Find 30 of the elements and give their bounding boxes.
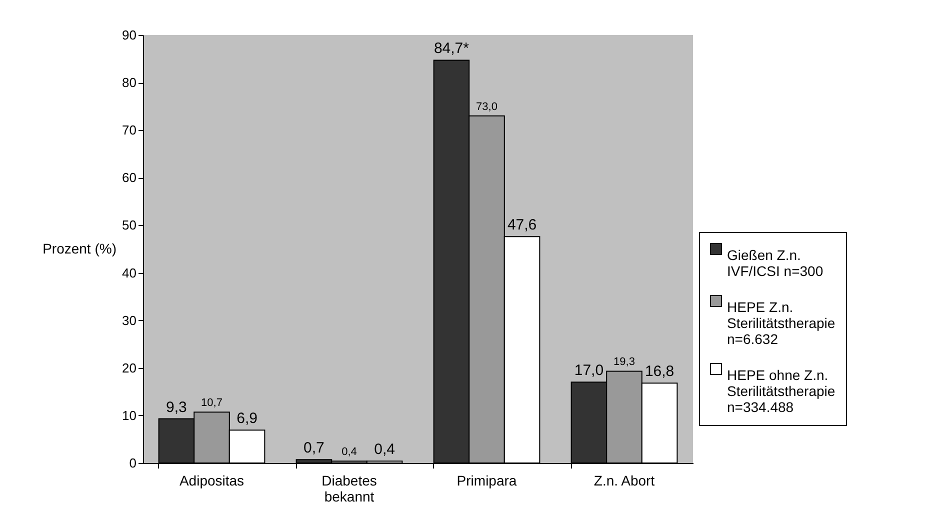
data-label: 9,3: [166, 398, 187, 416]
x-tick-label: Primipara: [456, 472, 517, 488]
x-tick-label: Diabetes bekannt: [322, 472, 377, 504]
legend-label: HEPE Z.n. Sterilitätstherapie n=6.632: [727, 299, 836, 347]
y-tick-label: 30: [122, 312, 136, 328]
y-tick-label: 70: [122, 122, 136, 138]
data-label: 47,6: [507, 216, 537, 234]
legend-label: Gießen Z.n. IVF/ICSI n=300: [727, 247, 824, 279]
y-tick-label: 40: [122, 265, 136, 280]
data-label: 84,7*: [434, 40, 470, 58]
y-tick-label: 0: [129, 456, 136, 470]
data-label: 17,0: [574, 362, 604, 380]
y-axis-title: Prozent (%): [42, 240, 116, 256]
data-label: 16,8: [644, 363, 674, 380]
data-label: 19,3: [614, 356, 635, 368]
y-tick-label: 80: [122, 75, 136, 90]
y-tick-label: 90: [122, 28, 136, 42]
x-tick-label: Adipositas: [179, 472, 244, 488]
data-label: 6,9: [236, 410, 258, 428]
data-label: 73,0: [476, 100, 498, 113]
legend-label: HEPE ohne Z.n. Sterilitätstherapie n=334.488: [727, 367, 836, 415]
data-label: 0,4: [374, 441, 395, 458]
data-label: 0,7: [304, 440, 324, 457]
y-tick-label: 50: [122, 218, 136, 233]
data-label: 10,7: [201, 397, 222, 410]
y-tick-label: 10: [122, 408, 136, 423]
x-tick-label: Z.n. Abort: [594, 472, 655, 488]
data-label: 0,4: [342, 446, 357, 458]
y-tick-label: 20: [122, 360, 136, 376]
y-tick-label: 60: [122, 170, 136, 186]
